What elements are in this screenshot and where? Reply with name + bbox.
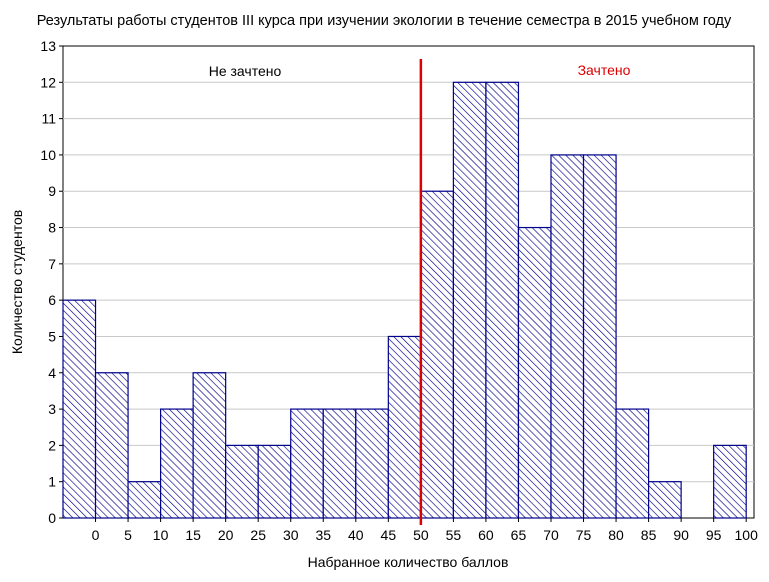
- x-tick-label: 15: [185, 527, 201, 543]
- histogram-bar: [517, 226, 552, 519]
- x-tick-label: 30: [283, 527, 299, 543]
- y-tick-label: 11: [41, 111, 56, 127]
- histogram-bar: [615, 408, 650, 519]
- y-tick-label: 2: [48, 437, 56, 453]
- x-tick-label: 90: [673, 527, 689, 543]
- x-tick-label: 70: [543, 527, 559, 543]
- x-tick-label: 40: [348, 527, 364, 543]
- y-tick-label: 8: [48, 220, 56, 236]
- annotations: Не зачтено Зачтено: [209, 59, 631, 525]
- annotation-not-passed: Не зачтено: [209, 63, 282, 79]
- histogram-bar: [62, 299, 97, 519]
- histogram-bar: [452, 81, 487, 519]
- x-tick-label: 80: [608, 527, 624, 543]
- histogram-bar: [257, 444, 292, 519]
- histogram-bar: [94, 372, 129, 519]
- x-tick-label: 60: [478, 527, 494, 543]
- y-tick-label: 12: [40, 74, 56, 90]
- x-tick-label: 10: [153, 527, 169, 543]
- x-tick-label: 65: [511, 527, 527, 543]
- bars: [62, 81, 747, 519]
- y-tick-label: 3: [48, 401, 56, 417]
- histogram-bar: [355, 408, 389, 519]
- histogram-bar: [159, 408, 194, 519]
- x-tick-label: 5: [124, 527, 132, 543]
- y-tick-label: 4: [48, 365, 56, 381]
- histogram-bar: [192, 372, 227, 519]
- histogram-bar: [550, 154, 585, 519]
- y-tick-label: 13: [40, 38, 56, 54]
- y-axis-label: Количество студентов: [9, 210, 25, 354]
- x-tick-label: 0: [92, 527, 100, 543]
- x-tick-label: 75: [576, 527, 592, 543]
- y-tick-label: 10: [40, 147, 56, 163]
- x-tick-label: 95: [706, 527, 722, 543]
- x-tick-label: 50: [413, 527, 429, 543]
- y-tick-label: 0: [48, 510, 56, 526]
- histogram-bar: [647, 481, 682, 519]
- y-tick-label: 1: [48, 474, 56, 490]
- x-axis-label: Набранное количество баллов: [308, 554, 509, 570]
- y-tick-label: 5: [48, 328, 56, 344]
- histogram-bar: [420, 190, 454, 519]
- annotation-passed: Зачтено: [578, 62, 631, 78]
- x-tick-label: 85: [641, 527, 657, 543]
- x-tick-label: 45: [381, 527, 397, 543]
- histogram-bar: [290, 408, 324, 519]
- x-tick-label: 20: [218, 527, 234, 543]
- histogram-bar: [387, 335, 422, 519]
- chart-title: Результаты работы студентов III курса пр…: [37, 13, 732, 29]
- x-axis-ticks: 0 5 10 15 20 25 30 35 40 45 50 55 60 65 70 75 80 85 90 95 10…: [92, 518, 758, 543]
- histogram-bar: [582, 154, 617, 519]
- y-tick-label: 9: [48, 183, 56, 199]
- histogram-bar: [485, 81, 520, 519]
- histogram-bar: [127, 481, 162, 519]
- y-tick-label: 6: [48, 292, 56, 308]
- histogram-bar: [713, 444, 747, 519]
- histogram-bar: [225, 444, 259, 519]
- y-tick-label: 7: [48, 256, 56, 272]
- x-tick-label: 35: [315, 527, 331, 543]
- x-tick-label: 100: [735, 527, 759, 543]
- x-tick-label: 55: [446, 527, 462, 543]
- x-tick-label: 25: [250, 527, 266, 543]
- histogram-bar: [322, 408, 357, 519]
